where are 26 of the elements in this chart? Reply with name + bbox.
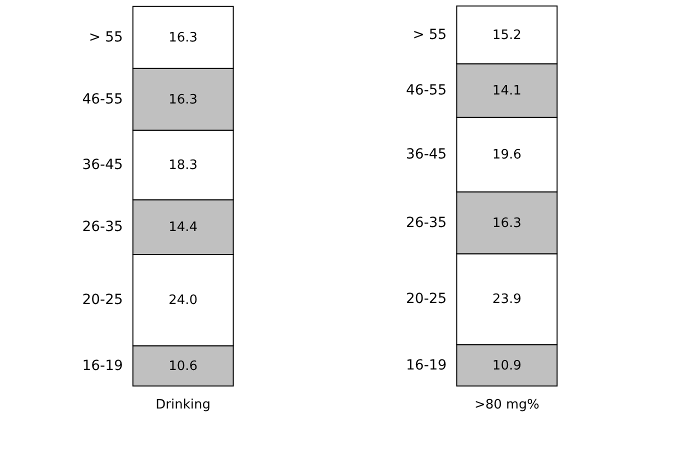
text: 20-25 (406, 291, 447, 308)
series-label: 16-19 (82, 358, 123, 374)
series-label: 26-35 (82, 219, 123, 236)
data-label: 16.3 (168, 92, 198, 108)
data-label: 16.3 (492, 216, 522, 231)
data-label: 10.6 (168, 358, 198, 374)
x-tick-label: >80 mg% (474, 398, 540, 412)
text: 46-55 (406, 82, 447, 99)
data-label: 14.1 (492, 84, 522, 99)
text: 16-19 (406, 357, 447, 374)
data-label: 15.2 (492, 28, 522, 43)
series-label: 20-25 (82, 292, 123, 308)
text: > 55 (412, 26, 447, 43)
text: 36-45 (406, 146, 447, 163)
data-label: 18.3 (168, 158, 198, 174)
series-label: > 55 (88, 29, 123, 46)
data-label: 14.4 (168, 220, 198, 236)
text: 26-35 (406, 214, 447, 231)
data-label: 16.3 (168, 30, 198, 46)
data-label: 19.6 (492, 148, 522, 163)
series-label: 36-45 (82, 157, 123, 174)
x-tick-label: Drinking (156, 398, 211, 412)
data-label: 10.9 (492, 358, 522, 374)
data-label: 24.0 (168, 293, 198, 308)
series-label: 46-55 (82, 91, 123, 108)
data-label: 23.9 (492, 292, 522, 308)
